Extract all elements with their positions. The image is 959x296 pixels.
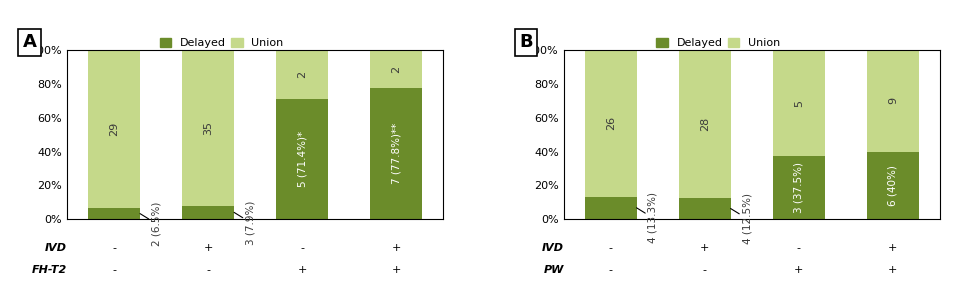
Text: -: -	[300, 243, 304, 253]
Text: A: A	[23, 33, 36, 52]
Text: +: +	[391, 265, 401, 275]
Bar	[370, 50, 422, 88]
Text: 4 (13.3%): 4 (13.3%)	[637, 192, 658, 243]
Text: 2: 2	[297, 71, 307, 78]
Text: +: +	[297, 265, 307, 275]
Text: B: B	[519, 33, 533, 52]
Text: 4 (12.5%): 4 (12.5%)	[731, 193, 752, 244]
Text: 26: 26	[606, 116, 616, 131]
Bar	[276, 50, 328, 99]
Text: 35: 35	[203, 121, 213, 135]
Text: 2: 2	[391, 65, 401, 73]
Text: 5: 5	[794, 99, 804, 107]
Text: -: -	[206, 265, 210, 275]
Text: -: -	[609, 243, 613, 253]
Text: IVD: IVD	[542, 243, 564, 253]
Text: +: +	[203, 243, 213, 253]
Text: 28: 28	[700, 117, 710, 131]
Text: -: -	[609, 265, 613, 275]
Text: -: -	[112, 265, 116, 275]
Bar	[182, 50, 234, 206]
Bar	[182, 206, 234, 219]
Text: 2 (6.5%): 2 (6.5%)	[140, 202, 161, 246]
Bar	[773, 50, 825, 156]
Bar	[88, 208, 140, 219]
Bar	[773, 156, 825, 219]
Bar	[867, 50, 919, 152]
Text: +: +	[391, 243, 401, 253]
Legend: Delayed, Union: Delayed, Union	[155, 34, 288, 53]
Bar	[276, 99, 328, 219]
Text: +: +	[888, 243, 898, 253]
Text: -: -	[797, 243, 801, 253]
Text: IVD: IVD	[45, 243, 67, 253]
Text: 6 (40%): 6 (40%)	[888, 165, 898, 206]
Bar	[867, 152, 919, 219]
Text: +: +	[888, 265, 898, 275]
Text: 29: 29	[109, 122, 119, 136]
Text: 9: 9	[888, 97, 898, 104]
Text: 3 (7.9%): 3 (7.9%)	[234, 200, 255, 245]
Text: 5 (71.4%)*: 5 (71.4%)*	[297, 131, 307, 187]
Bar	[585, 197, 637, 219]
Bar	[370, 88, 422, 219]
Bar	[585, 50, 637, 197]
Text: -: -	[703, 265, 707, 275]
Legend: Delayed, Union: Delayed, Union	[652, 34, 784, 53]
Text: FH-T2: FH-T2	[32, 265, 67, 275]
Text: +: +	[700, 243, 710, 253]
Text: -: -	[112, 243, 116, 253]
Bar	[88, 50, 140, 208]
Text: +: +	[794, 265, 804, 275]
Bar	[679, 50, 731, 198]
Text: PW: PW	[544, 265, 564, 275]
Text: 7 (77.8%)**: 7 (77.8%)**	[391, 123, 401, 184]
Text: 3 (37.5%): 3 (37.5%)	[794, 162, 804, 213]
Bar	[679, 198, 731, 219]
